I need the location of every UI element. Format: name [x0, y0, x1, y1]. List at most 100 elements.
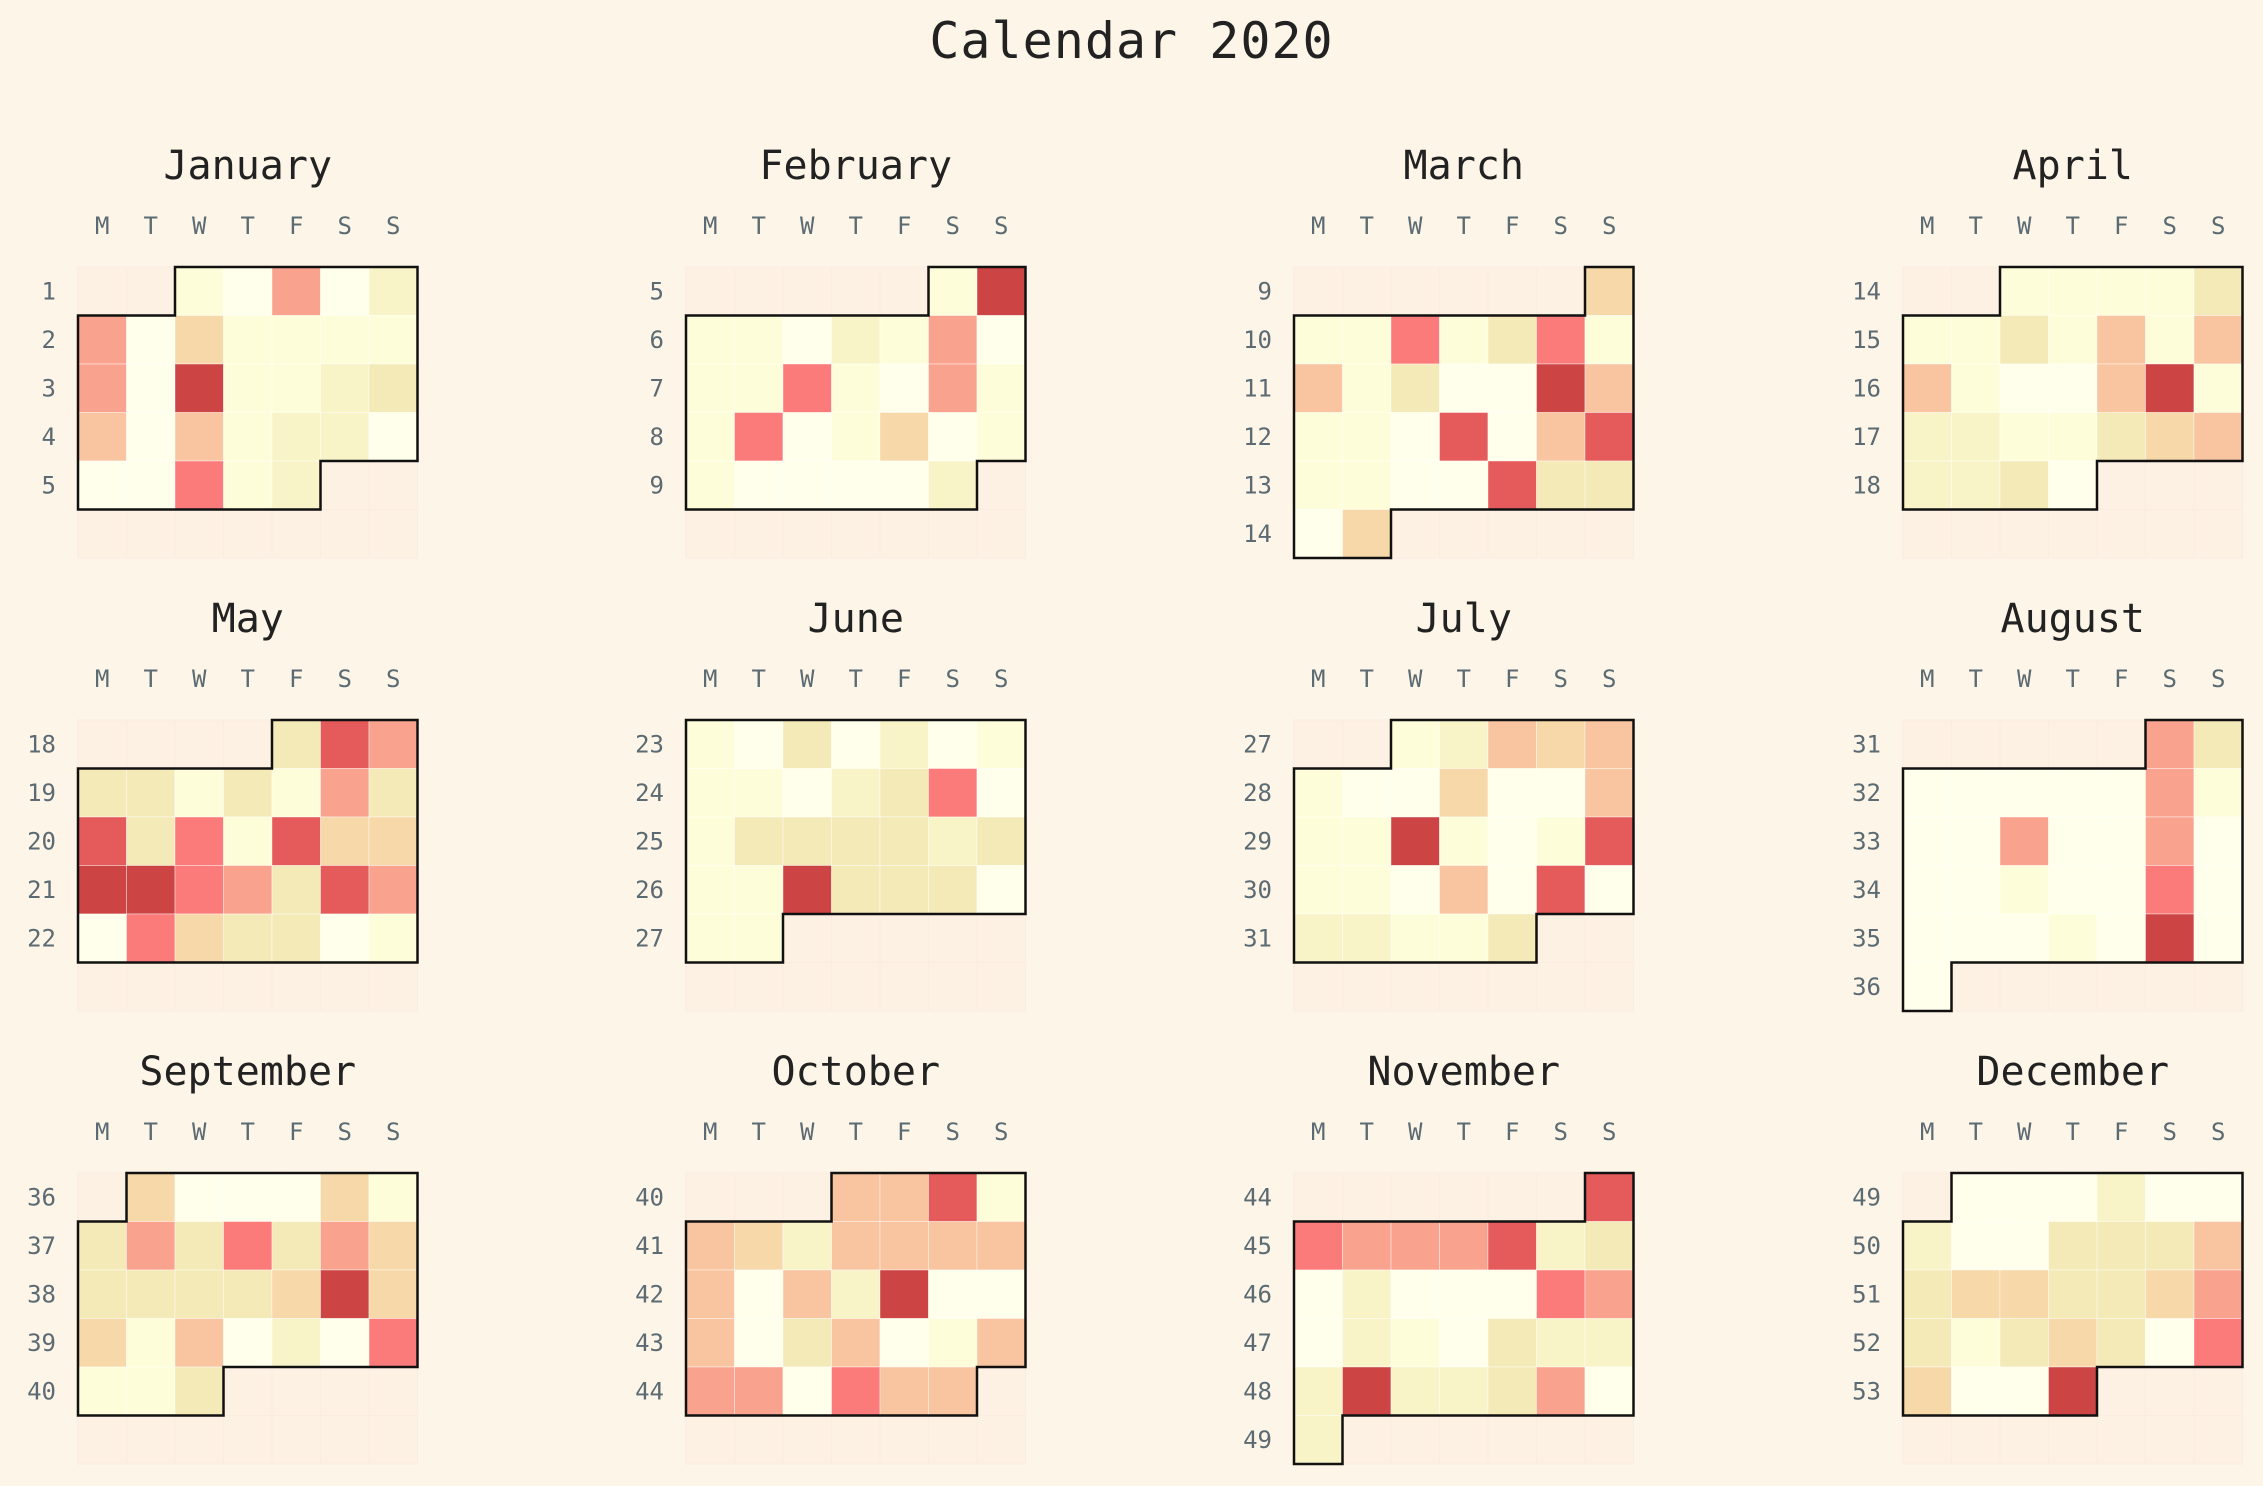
empty-cell	[368, 1366, 418, 1416]
week-number-label: 44	[635, 1377, 664, 1405]
month-title: February	[759, 143, 952, 189]
day-cell	[782, 460, 832, 510]
day-cell	[1439, 363, 1489, 413]
empty-cell	[2048, 1415, 2098, 1465]
day-cell	[1902, 1366, 1952, 1416]
day-cell	[2048, 913, 2098, 963]
weekday-label: W	[2017, 212, 2032, 240]
empty-cell	[1536, 509, 1586, 559]
empty-cell	[2096, 509, 2146, 559]
day-cell	[1487, 913, 1537, 963]
weekday-label: T	[1969, 1118, 1983, 1146]
weekday-label: T	[752, 212, 766, 240]
empty-cell	[685, 509, 735, 559]
empty-cell	[782, 962, 832, 1012]
weekday-label: T	[144, 665, 158, 693]
day-cell	[1951, 363, 2001, 413]
day-cell	[928, 865, 978, 915]
day-cell	[782, 719, 832, 769]
day-cell	[320, 266, 370, 316]
week-number-label: 33	[1852, 827, 1881, 855]
empty-cell	[1342, 1172, 1392, 1222]
day-cell	[1584, 266, 1634, 316]
month-june: June M T W T F S S 23 24 25 26 27	[635, 596, 1027, 1012]
month-title: July	[1416, 596, 1512, 642]
weekday-label: S	[338, 665, 352, 693]
day-cell	[1390, 865, 1440, 915]
weekday-label: T	[1969, 665, 1983, 693]
day-cell	[831, 865, 881, 915]
day-cell	[1439, 1221, 1489, 1271]
month-title: January	[163, 143, 332, 189]
day-cell	[1584, 719, 1634, 769]
empty-cell	[77, 1172, 127, 1222]
day-cell	[1293, 460, 1343, 510]
day-cell	[1584, 1172, 1634, 1222]
weekday-label: T	[2066, 212, 2080, 240]
day-cell	[1390, 1269, 1440, 1319]
day-cell	[368, 768, 418, 818]
weekday-label: S	[1602, 1118, 1616, 1146]
day-cell	[928, 816, 978, 866]
week-number-label: 45	[1243, 1232, 1272, 1260]
weekday-label: S	[1554, 1118, 1568, 1146]
day-cell	[1487, 1269, 1537, 1319]
day-cell	[1487, 768, 1537, 818]
day-cell	[976, 719, 1026, 769]
empty-cell	[320, 1415, 370, 1465]
empty-cell	[1390, 1172, 1440, 1222]
empty-cell	[976, 962, 1026, 1012]
day-cell	[831, 363, 881, 413]
day-cell	[1342, 816, 1392, 866]
empty-cell	[2048, 962, 2098, 1012]
empty-cell	[2096, 719, 2146, 769]
day-cell	[1390, 1366, 1440, 1416]
day-cell	[734, 913, 784, 963]
empty-cell	[782, 1172, 832, 1222]
day-cell	[1293, 315, 1343, 365]
day-cell	[831, 1269, 881, 1319]
empty-cell	[831, 913, 881, 963]
day-cell	[685, 1269, 735, 1319]
day-cell	[2096, 768, 2146, 818]
empty-cell	[271, 1415, 321, 1465]
day-cell	[126, 1366, 176, 1416]
day-cell	[1999, 865, 2049, 915]
day-cell	[1902, 1221, 1952, 1271]
day-cell	[685, 913, 735, 963]
week-number-label: 32	[1852, 779, 1881, 807]
day-cell	[2145, 1172, 2195, 1222]
week-number-label: 49	[1243, 1426, 1272, 1454]
day-cell	[976, 1318, 1026, 1368]
day-cell	[1999, 315, 2049, 365]
weekday-label: T	[1969, 212, 1983, 240]
day-cell	[685, 363, 735, 413]
week-number-label: 5	[650, 277, 664, 305]
empty-cell	[1487, 266, 1537, 316]
day-cell	[1951, 412, 2001, 462]
day-cell	[976, 865, 1026, 915]
week-number-label: 43	[635, 1329, 664, 1357]
week-number-label: 12	[1243, 423, 1272, 451]
day-cell	[879, 1269, 929, 1319]
empty-cell	[2193, 1415, 2243, 1465]
day-cell	[782, 412, 832, 462]
day-cell	[734, 1318, 784, 1368]
empty-cell	[223, 719, 273, 769]
empty-cell	[77, 719, 127, 769]
weekday-label: S	[1602, 665, 1616, 693]
weekday-label: M	[703, 212, 717, 240]
week-number-label: 31	[1243, 924, 1272, 952]
month-outline	[1292, 718, 1635, 964]
day-cell	[223, 816, 273, 866]
day-cell	[1584, 1318, 1634, 1368]
empty-cell	[223, 509, 273, 559]
weekday-label: S	[386, 212, 400, 240]
empty-cell	[1951, 266, 2001, 316]
weekday-label: W	[192, 212, 207, 240]
empty-cell	[77, 266, 127, 316]
day-cell	[1536, 363, 1586, 413]
day-cell	[831, 768, 881, 818]
day-cell	[77, 1221, 127, 1271]
month-november: November M T W T F S S 44 45 46 47 48 49	[1243, 1049, 1635, 1466]
